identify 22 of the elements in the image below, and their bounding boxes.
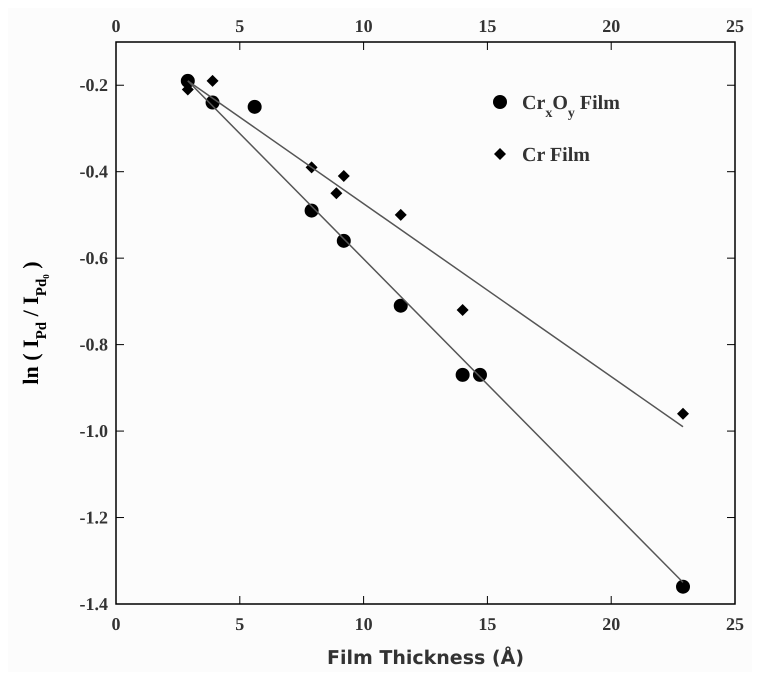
y-tick-label: -1.4	[80, 594, 108, 614]
x2-tick-label: 20	[602, 614, 620, 634]
x-tick-label: 10	[354, 16, 373, 36]
x2-tick-label: 25	[726, 614, 744, 634]
y-tick-label: -0.4	[80, 162, 108, 182]
y-tick-label: -1.2	[80, 508, 108, 528]
legend-label: Cr Film	[522, 144, 590, 166]
x2-tick-label: 10	[354, 614, 373, 634]
x-tick-label: 25	[726, 16, 744, 36]
y-tick-label: -0.2	[80, 75, 108, 96]
x-tick-label: 20	[602, 16, 620, 36]
x2-tick-label: 15	[478, 614, 496, 634]
y-tick-label: -1.0	[80, 421, 108, 442]
x2-tick-label: 5	[235, 614, 244, 634]
x-tick-label: 0	[112, 16, 120, 36]
legend-label: Cr$_{x}$O$_{y}$ Film	[522, 92, 620, 120]
x-tick-label: 15	[478, 16, 496, 36]
x-axis-title: Film Thickness (Å)	[326, 646, 524, 669]
y-tick-label: -0.8	[80, 334, 108, 355]
y-tick-label: -0.6	[80, 248, 108, 268]
x-tick-label: 5	[235, 16, 244, 36]
x2-tick-label: 0	[112, 614, 120, 634]
